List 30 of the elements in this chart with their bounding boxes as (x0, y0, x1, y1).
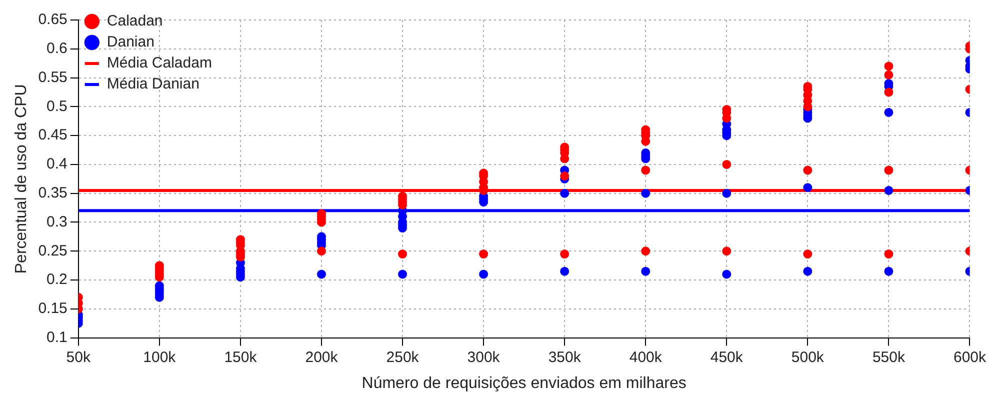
legend-label: Média Caladam (106, 54, 212, 72)
x-tick-label: 150k (224, 348, 258, 366)
x-tick-label: 500k (791, 348, 824, 366)
x-tick-label: 600k (953, 348, 986, 366)
y-tick-label: 0.4 (46, 156, 68, 173)
x-tick-label: 50k (66, 348, 91, 366)
x-tick-label: 250k (386, 348, 420, 366)
y-tick-label: 0.6 (46, 40, 68, 58)
x-tick-label: 200k (305, 348, 338, 366)
legend-label: Danian (106, 34, 154, 51)
y-tick-label: 0.65 (38, 11, 68, 28)
y-tick-label: 0.25 (38, 242, 68, 260)
y-tick-label: 0.35 (38, 184, 68, 202)
x-tick-label: 450k (710, 348, 744, 366)
y-tick-label: 0.55 (38, 68, 68, 86)
x-tick-label: 100k (143, 348, 176, 366)
y-tick-label: 0.45 (38, 126, 68, 144)
x-tick-label: 300k (467, 348, 500, 366)
x-axis-title: Número de requisições enviados em milhares (362, 374, 686, 392)
x-tick-label: 350k (548, 348, 582, 366)
x-tick-label: 550k (872, 348, 906, 366)
y-tick-label: 0.3 (46, 213, 68, 230)
legend-label: Média Danian (106, 76, 200, 93)
y-tick-label: 0.1 (46, 328, 68, 346)
legend-label: Caladan (106, 12, 163, 30)
y-tick-label: 0.5 (46, 98, 68, 115)
y-tick-label: 0.15 (38, 300, 68, 318)
y-axis-title: Percentual de uso da CPU (13, 84, 30, 274)
x-tick-label: 400k (629, 348, 662, 366)
y-tick-label: 0.2 (46, 271, 68, 288)
